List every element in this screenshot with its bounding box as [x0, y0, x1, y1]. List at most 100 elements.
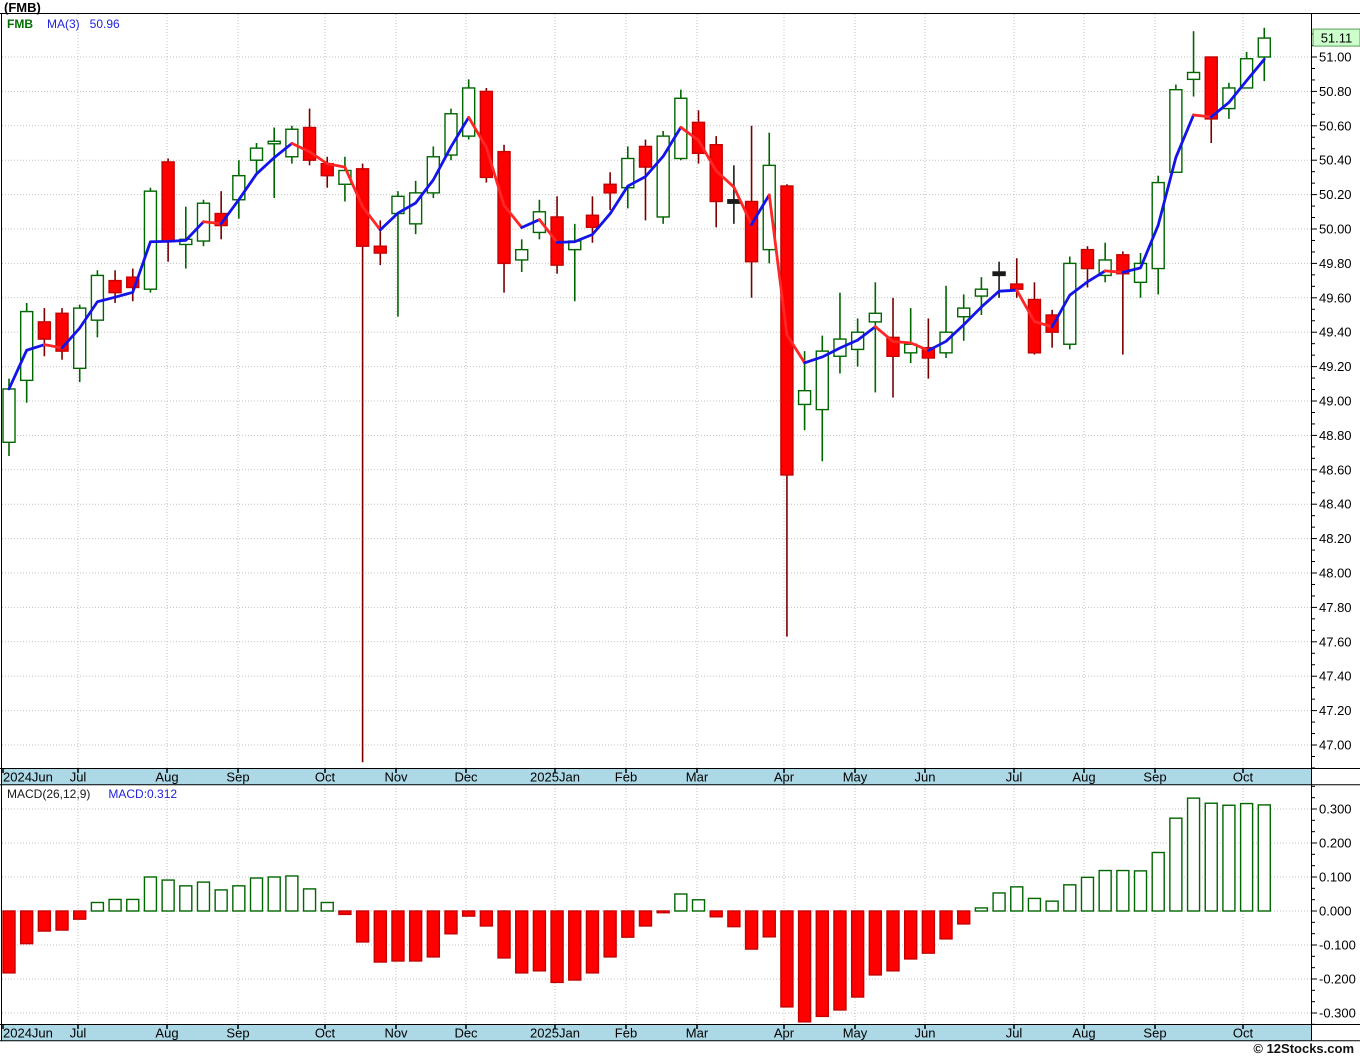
price-axis-label: 47.20	[1319, 703, 1352, 718]
macd-bar-negative	[550, 910, 564, 984]
price-axis-label: 50.80	[1319, 84, 1352, 99]
candle-down	[37, 321, 52, 340]
macd-axis-label: -0.100	[1319, 938, 1356, 953]
macd-bar-positive	[1045, 900, 1059, 912]
macd-bar-negative	[19, 910, 34, 945]
price-axis-label: 49.00	[1319, 394, 1352, 409]
ma-line-down	[290, 142, 382, 232]
ma-line-up	[926, 288, 1019, 352]
ma-line-down	[1015, 288, 1054, 329]
month-label: Feb	[615, 1026, 637, 1041]
month-label: Feb	[615, 770, 637, 785]
macd-bar-positive	[1169, 817, 1183, 912]
candle-down	[1027, 298, 1042, 354]
macd-bar-negative	[585, 910, 600, 974]
macd-bar-negative	[408, 910, 423, 962]
month-label: Jun	[915, 770, 936, 785]
month-strip	[2, 769, 1311, 785]
macd-bar-negative	[355, 910, 370, 943]
macd-bar-negative	[373, 910, 387, 963]
macd-bar-positive	[161, 879, 175, 912]
month-label: Oct	[315, 770, 336, 785]
macd-bar-negative	[957, 910, 971, 925]
symbol-label: FMB	[7, 17, 33, 31]
candle-down	[373, 245, 387, 254]
candle-up	[249, 147, 264, 161]
month-label: Jul	[70, 770, 87, 785]
price-chart-legend: FMB MA(3) 50.96	[7, 17, 120, 31]
macd-bar-negative	[515, 910, 529, 974]
macd-bar-negative	[2, 910, 16, 974]
candle-down	[1204, 56, 1218, 120]
macd-bar-positive	[974, 907, 989, 912]
month-label: Aug	[1072, 1026, 1095, 1041]
month-label: Oct	[315, 1026, 336, 1041]
macd-bar-positive	[1098, 869, 1112, 912]
price-axis-label: 50.00	[1319, 222, 1352, 237]
price-axis-label: 49.60	[1319, 290, 1352, 305]
candle-up	[974, 288, 989, 297]
macd-axis-label: 0.000	[1319, 904, 1352, 919]
price-axis-label: 49.40	[1319, 325, 1352, 340]
candle-up	[73, 307, 87, 370]
macd-bar-negative	[444, 910, 458, 935]
macd-bar-negative	[833, 910, 847, 1011]
macd-bar-positive	[232, 885, 246, 912]
price-axis-label: 48.60	[1319, 462, 1352, 477]
month-label: Aug	[155, 770, 178, 785]
candle-down	[1080, 248, 1095, 270]
macd-axis-label: -0.300	[1319, 1006, 1356, 1021]
candle-down	[727, 199, 741, 204]
macd-bar-positive	[1010, 886, 1024, 912]
macd-bar-positive	[126, 898, 140, 912]
candle-down	[1116, 254, 1130, 275]
candle-down	[55, 312, 69, 352]
macd-bar-positive	[1151, 851, 1165, 912]
month-label: Mar	[686, 1026, 709, 1041]
candle-up	[957, 307, 971, 318]
ma-line-down	[1103, 269, 1125, 274]
month-label: Aug	[155, 1026, 178, 1041]
price-axis-label: 48.80	[1319, 428, 1352, 443]
month-label: 2024Jun	[3, 1026, 53, 1041]
macd-value-label: MACD:0.312	[108, 787, 178, 801]
macd-bar-negative	[939, 910, 953, 940]
month-label: Oct	[1233, 1026, 1254, 1041]
month-label: May	[843, 770, 868, 785]
candle-down	[108, 279, 122, 294]
macd-bar-negative	[780, 910, 794, 1008]
month-label: Jun	[915, 1026, 936, 1041]
macd-bar-negative	[479, 910, 494, 927]
candle-down	[585, 214, 600, 228]
ma-line-up	[1209, 57, 1266, 119]
macd-bar-positive	[249, 877, 264, 912]
macd-axis-label: 0.200	[1319, 836, 1352, 851]
macd-bar-positive	[179, 885, 193, 912]
candle-down	[992, 271, 1006, 277]
month-label: Jul	[1006, 1026, 1023, 1041]
price-axis-label: 47.40	[1319, 669, 1352, 684]
macd-bar-positive	[674, 893, 688, 912]
macd-bar-negative	[903, 910, 918, 960]
price-axis-label: 49.20	[1319, 359, 1352, 374]
macd-bar-positive	[691, 899, 706, 912]
macd-legend: MACD(26,12,9) MACD:0.312	[7, 787, 177, 801]
candle-down	[709, 144, 723, 203]
price-axis-label: 50.20	[1319, 187, 1352, 202]
ma-label: MA(3)	[47, 17, 80, 31]
month-label: Dec	[454, 1026, 478, 1041]
candle-up	[267, 140, 281, 145]
candle-down	[1010, 283, 1024, 290]
macd-bar-negative	[886, 910, 900, 972]
price-axis-label: 50.40	[1319, 153, 1352, 168]
ma-line-up	[1121, 113, 1195, 274]
candle-up	[656, 135, 670, 218]
month-label: Jul	[70, 1026, 87, 1041]
macd-bar-positive	[1257, 804, 1271, 912]
macd-bar-positive	[302, 888, 317, 912]
page-title: (FMB)	[4, 0, 41, 15]
month-label: Dec	[454, 770, 478, 785]
candle-up	[461, 87, 476, 137]
macd-bar-negative	[762, 910, 776, 938]
month-label: Apr	[774, 770, 795, 785]
